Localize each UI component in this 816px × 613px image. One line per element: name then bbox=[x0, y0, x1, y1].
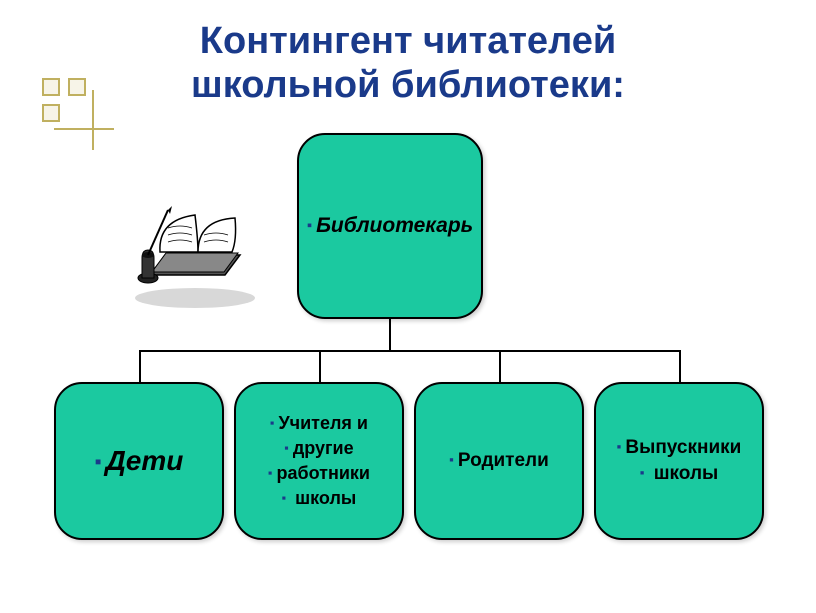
node-text: работники bbox=[268, 461, 370, 486]
connector-line bbox=[139, 350, 141, 382]
node-parents: Родители bbox=[414, 382, 584, 540]
node-librarian: Библиотекарь bbox=[297, 133, 483, 319]
node-content: Выпускники школы bbox=[609, 435, 750, 487]
node-content: Дети bbox=[87, 443, 192, 479]
title-line-2: школьной библиотеки: bbox=[191, 64, 625, 106]
node-text: Библиотекарь bbox=[307, 212, 473, 240]
node-graduates: Выпускники школы bbox=[594, 382, 764, 540]
node-children: Дети bbox=[54, 382, 224, 540]
connector-line bbox=[679, 350, 681, 382]
node-text: другие bbox=[268, 436, 370, 461]
connector-line bbox=[389, 319, 391, 350]
node-text: Дети bbox=[95, 443, 184, 479]
connector-line bbox=[319, 350, 321, 382]
connector-line bbox=[499, 350, 501, 382]
connector-line bbox=[139, 350, 679, 352]
node-content: Библиотекарь bbox=[299, 212, 481, 240]
node-content: Родители bbox=[441, 448, 557, 474]
node-text: Выпускники bbox=[617, 435, 742, 461]
slide-title: Контингент читателей школьной библиотеки… bbox=[0, 0, 816, 107]
node-text: школы bbox=[268, 486, 370, 511]
title-line-1: Контингент читателей bbox=[200, 20, 616, 62]
node-text: школы bbox=[617, 461, 742, 487]
node-text: Родители bbox=[449, 448, 549, 474]
node-content: Учителя и другие работники школы bbox=[260, 411, 378, 511]
node-teachers: Учителя и другие работники школы bbox=[234, 382, 404, 540]
node-text: Учителя и bbox=[268, 411, 370, 436]
